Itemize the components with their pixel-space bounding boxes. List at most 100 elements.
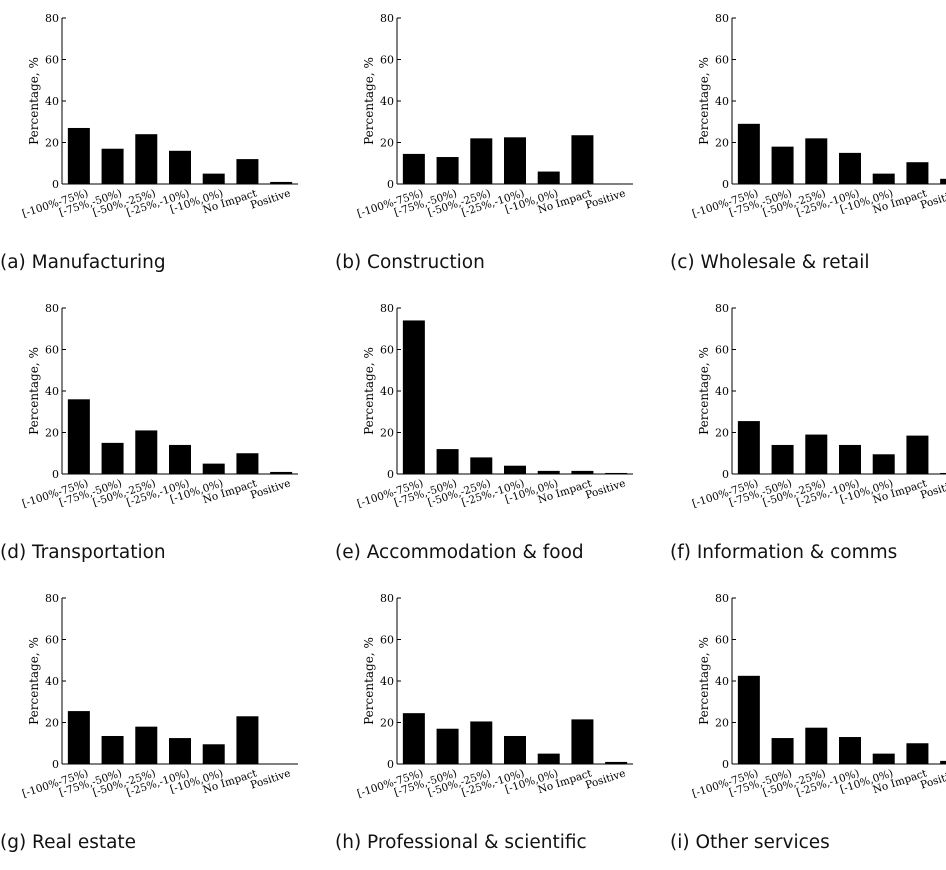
y-tick-label: 0 [52, 178, 59, 191]
chart-caption: (b) Construction [335, 252, 485, 273]
bar [906, 743, 929, 764]
y-tick-label: 20 [715, 427, 729, 440]
y-tick-label: 80 [45, 12, 59, 25]
y-tick-label: 20 [45, 137, 59, 150]
chart-caption: (a) Manufacturing [0, 252, 166, 273]
y-axis-title: Percentage, % [362, 57, 376, 145]
y-tick-label: 20 [45, 427, 59, 440]
bar [839, 444, 861, 474]
bar [402, 713, 425, 764]
chart-caption: (h) Professional & scientific [335, 832, 587, 853]
bar [504, 137, 526, 184]
y-tick-label: 60 [380, 344, 394, 357]
y-tick-label: 40 [715, 95, 729, 108]
chart-caption: (f) Information & comms [670, 542, 898, 563]
y-axis-title: Percentage, % [697, 637, 711, 725]
bar [202, 173, 225, 184]
bar [805, 434, 828, 474]
bar [436, 157, 459, 184]
y-tick-label: 40 [380, 95, 394, 108]
bar [737, 123, 760, 184]
bar [737, 421, 760, 474]
bar [135, 134, 158, 184]
bar [605, 472, 628, 474]
bar [940, 472, 946, 474]
y-tick-label: 0 [387, 758, 394, 771]
bar [805, 138, 828, 184]
y-tick-label: 0 [722, 468, 729, 481]
y-tick-label: 40 [45, 95, 59, 108]
y-axis-title: Percentage, % [27, 57, 41, 145]
bar [504, 465, 526, 474]
y-tick-label: 20 [715, 717, 729, 730]
bar [270, 181, 293, 184]
chart-panel: 0 20 40 60 80 Percentage, % [-100%-75%) [-75%,-… [670, 580, 946, 870]
chart-panel: 0 20 40 60 80 Percentage, % [-100%-75%) [-75%,-… [0, 0, 300, 290]
chart-panel: 0 20 40 60 80 Percentage, % [-100%-75%) [-75%,-… [0, 580, 300, 870]
y-tick-label: 20 [45, 717, 59, 730]
y-tick-label: 80 [715, 12, 729, 25]
y-axis-title: Percentage, % [27, 347, 41, 435]
bar [67, 127, 90, 184]
y-axis-title: Percentage, % [362, 637, 376, 725]
bar [67, 399, 90, 474]
y-tick-label: 40 [45, 385, 59, 398]
bar [470, 138, 493, 184]
bar [872, 173, 895, 184]
bar [67, 711, 90, 764]
bar [402, 320, 425, 474]
y-axis-title: Percentage, % [27, 637, 41, 725]
bar [771, 444, 794, 474]
chart-panel: 0 20 40 60 80 Percentage, % [-100%-75%) [-75%,-… [335, 0, 635, 290]
y-tick-label: 20 [715, 137, 729, 150]
chart-panel: 0 20 40 60 80 Percentage, % [-100%-75%) [-75%,-… [670, 0, 946, 290]
bar [270, 471, 293, 474]
y-tick-label: 80 [380, 302, 394, 315]
y-tick-label: 20 [380, 427, 394, 440]
bar [906, 435, 929, 474]
chart-panel: 0 20 40 60 80 Percentage, % [-100%-75%) [-75%,-… [335, 580, 635, 870]
y-tick-label: 80 [45, 302, 59, 315]
y-tick-label: 60 [380, 634, 394, 647]
y-axis-title: Percentage, % [697, 57, 711, 145]
bar [135, 726, 158, 764]
bar [436, 728, 459, 764]
y-tick-label: 60 [45, 634, 59, 647]
bar [839, 152, 861, 184]
y-tick-label: 0 [52, 758, 59, 771]
chart-caption: (d) Transportation [0, 542, 166, 563]
y-tick-label: 40 [380, 675, 394, 688]
y-tick-label: 40 [715, 385, 729, 398]
bar [737, 675, 760, 764]
y-tick-label: 60 [45, 344, 59, 357]
bar [571, 135, 594, 184]
y-tick-label: 0 [52, 468, 59, 481]
bar [101, 148, 124, 184]
bar [571, 470, 594, 474]
y-tick-label: 40 [45, 675, 59, 688]
bar [169, 150, 191, 184]
bar [872, 753, 895, 764]
bar [470, 457, 493, 474]
bar [839, 737, 861, 764]
bar [872, 454, 895, 474]
bar [571, 719, 594, 764]
y-tick-label: 0 [387, 178, 394, 191]
bar [940, 760, 946, 764]
chart-panel: 0 20 40 60 80 Percentage, % [-100%-75%) [-75%,-… [0, 290, 300, 580]
bar [236, 159, 259, 184]
bar [537, 753, 560, 764]
bar [135, 430, 158, 474]
bar [805, 727, 828, 764]
bar [605, 761, 628, 764]
y-tick-label: 40 [715, 675, 729, 688]
bar [771, 738, 794, 764]
bar [202, 744, 225, 764]
chart-caption: (i) Other services [670, 832, 830, 853]
